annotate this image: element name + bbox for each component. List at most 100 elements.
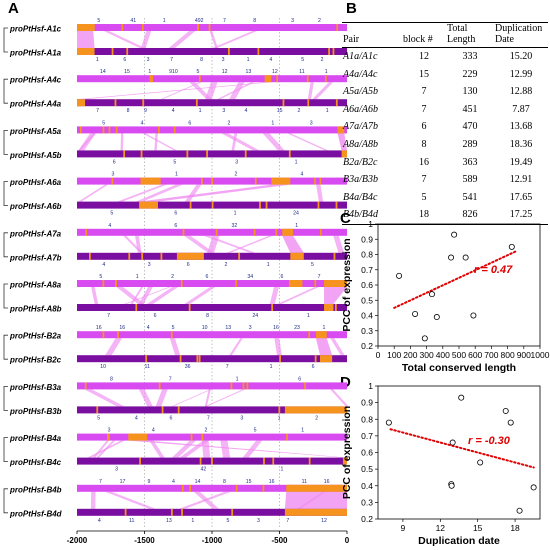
conserved-tick [196, 355, 199, 363]
conserved-tick [84, 382, 87, 390]
block-number: 8 [127, 108, 130, 114]
conservation-link [287, 133, 329, 151]
block-number: 41 [130, 18, 136, 24]
conserved-tick [306, 75, 309, 83]
table-row: A5a/A5b 7 130 12.88 [342, 83, 548, 101]
block-number: 5 [254, 428, 257, 434]
block-number: 14 [195, 479, 201, 485]
promoter-label-bottom: proPtHsf-B4d [9, 509, 63, 518]
conserved-tick [278, 406, 281, 414]
block-number: 2 [297, 108, 300, 114]
block-number: 1 [148, 69, 151, 75]
column-header-pair: Pair [342, 22, 402, 48]
data-point [412, 310, 419, 317]
pair-bracket [3, 181, 8, 206]
conserved-tick [314, 355, 317, 363]
y-tick-label: 0.5 [361, 295, 373, 305]
conserved-block [77, 24, 94, 31]
table-cell-block-count: 16 [419, 156, 429, 168]
block-number: 2 [225, 262, 228, 268]
table-cell-duplication-date: 13.68 [509, 121, 533, 133]
conservation-link [84, 389, 125, 407]
promoter-bar-bottom [77, 99, 347, 107]
y-tick-label: 1 [368, 381, 373, 391]
conserved-tick [108, 126, 111, 134]
promoter-bar-top [77, 126, 347, 134]
conserved-tick [199, 457, 202, 465]
block-number: 3 [108, 428, 111, 434]
promoter-label-bottom: proPtHsf-B4c [9, 458, 62, 467]
conservation-link [193, 491, 219, 509]
y-tick-label: 0.3 [361, 497, 373, 507]
conserved-tick [121, 24, 124, 31]
conservation-link [330, 338, 345, 356]
block-number: 7 [226, 364, 229, 370]
block-number: 7 [107, 313, 110, 319]
block-number: 5 [99, 274, 102, 280]
panel-label-b: B [346, 0, 357, 17]
table-cell-block-count: 15 [419, 68, 429, 80]
conserved-tick [158, 126, 160, 134]
conservation-link [277, 287, 319, 304]
conserved-tick [126, 48, 129, 55]
conserved-block [324, 304, 334, 311]
conserved-tick [161, 406, 164, 414]
conserved-block [264, 75, 272, 83]
block-number: 3 [310, 120, 313, 126]
x-tick-label: 400 [436, 350, 450, 360]
block-number: 4 [98, 518, 101, 524]
block-number: 8 [253, 18, 256, 24]
conserved-tick [89, 252, 91, 260]
conservation-link [201, 440, 211, 458]
conservation-link [226, 235, 273, 253]
promoter-label-top: proPtHsf-A8a [9, 281, 62, 290]
table-row: B3a/B3b 7 589 12.91 [342, 171, 548, 189]
block-number: 6 [169, 415, 172, 421]
block-number: 4 [141, 120, 144, 126]
conservation-link [203, 235, 256, 253]
block-number: 5 [110, 211, 113, 217]
conservation-link [333, 235, 344, 253]
conservation-link [78, 133, 96, 151]
conserved-block [341, 150, 347, 158]
conserved-tick [304, 382, 306, 390]
table-cell-total-length: 289 [462, 138, 478, 150]
conserved-tick [140, 150, 143, 158]
conservation-band [139, 184, 291, 202]
table-cell-block-count: 5 [421, 191, 427, 203]
block-number: 15 [277, 108, 283, 114]
table-cell-duplication-date: 17.65 [509, 191, 533, 203]
table-header-row: Pair block # Total Length Duplication Da… [342, 22, 548, 48]
conserved-tick [158, 382, 161, 390]
conserved-tick [211, 201, 214, 209]
block-number: 16 [119, 325, 125, 331]
conservation-band [315, 338, 333, 356]
data-point [470, 312, 477, 319]
table-cell-pair: B3a/B3b [343, 174, 378, 186]
table-cell-block-count: 12 [419, 51, 429, 62]
conserved-tick [235, 484, 238, 492]
conserved-tick [332, 48, 335, 55]
promoter-bar-top [77, 484, 347, 492]
block-number: 5 [97, 18, 100, 24]
conservation-link [90, 491, 96, 509]
conserved-tick [197, 24, 200, 31]
conserved-tick [314, 280, 317, 287]
table-cell-pair: A1a/A1c [343, 51, 378, 62]
conservation-link [140, 31, 152, 48]
block-number: 1 [191, 518, 194, 524]
conservation-link [204, 389, 211, 407]
block-number: 1 [295, 223, 298, 229]
conservation-link [204, 389, 246, 407]
promoter-bar-bottom [77, 406, 347, 414]
block-number: 42 [201, 467, 207, 473]
block-number: 16 [324, 479, 330, 485]
block-number: 5 [97, 415, 100, 421]
conserved-block [271, 177, 291, 185]
conserved-tick [198, 355, 201, 363]
promoter-label-top: proPtHsf-A7a [9, 229, 62, 238]
conserved-tick [107, 433, 109, 441]
block-number: 1 [247, 57, 250, 63]
block-number: 492 [195, 18, 204, 24]
promoter-label-top: proPtHsf-B3a [9, 383, 62, 392]
